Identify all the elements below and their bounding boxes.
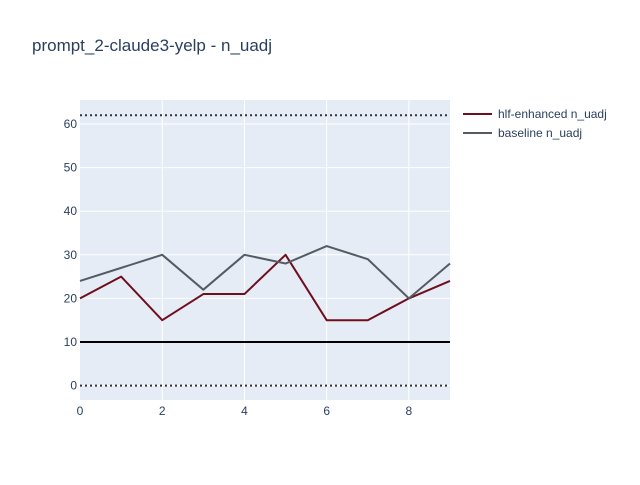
y-tick-label: 60 bbox=[64, 117, 78, 131]
series-line-hlf-enhanced[interactable] bbox=[79, 253, 451, 322]
series-lines bbox=[79, 245, 451, 322]
x-tick-label: 6 bbox=[323, 404, 330, 418]
legend[interactable]: hlf-enhanced n_uadj baseline n_uadj bbox=[463, 107, 607, 140]
y-tick-label: 40 bbox=[64, 204, 78, 218]
y-tick-label: 20 bbox=[64, 291, 78, 305]
x-tick-label: 0 bbox=[77, 404, 84, 418]
y-axis-ticks: 0 10 20 30 40 50 60 bbox=[64, 117, 78, 393]
x-tick-label: 2 bbox=[159, 404, 166, 418]
y-tick-label: 50 bbox=[64, 161, 78, 175]
legend-item[interactable]: hlf-enhanced n_uadj bbox=[463, 107, 607, 121]
legend-item[interactable]: baseline n_uadj bbox=[463, 126, 582, 140]
plot-area bbox=[80, 100, 450, 400]
y-tick-label: 10 bbox=[64, 335, 78, 349]
series-line-baseline[interactable] bbox=[79, 245, 451, 300]
x-tick-label: 4 bbox=[241, 404, 248, 418]
x-tick-label: 8 bbox=[406, 404, 413, 418]
legend-label: hlf-enhanced n_uadj bbox=[498, 107, 607, 121]
reference-lines bbox=[80, 114, 450, 387]
chart-title: prompt_2-claude3-yelp - n_uadj bbox=[32, 36, 272, 55]
y-tick-label: 0 bbox=[70, 379, 77, 393]
legend-label: baseline n_uadj bbox=[498, 126, 582, 140]
y-tick-label: 30 bbox=[64, 248, 78, 262]
x-axis-ticks: 0 2 4 6 8 bbox=[77, 404, 413, 418]
